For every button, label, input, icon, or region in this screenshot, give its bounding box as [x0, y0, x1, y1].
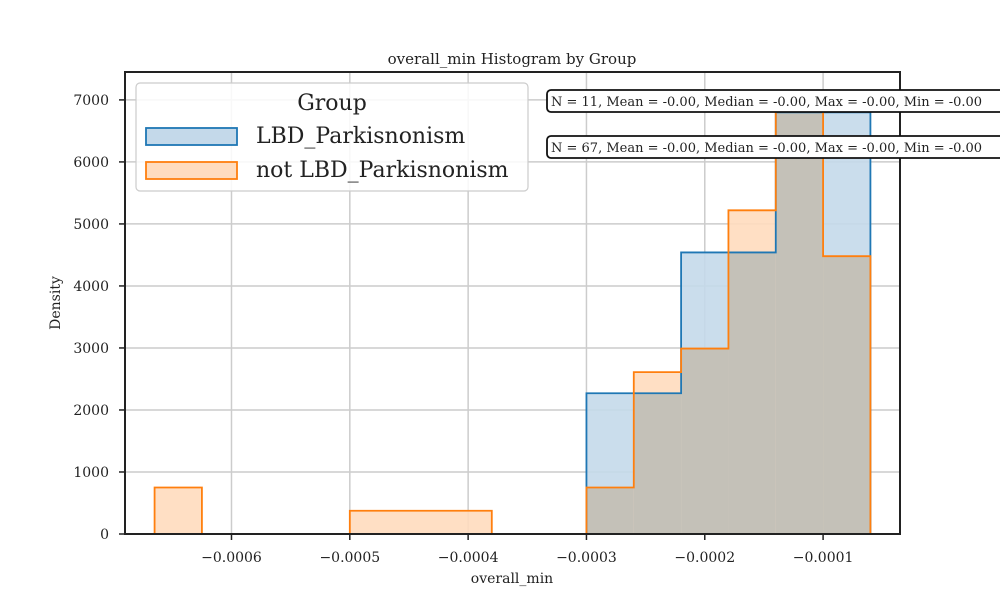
chart-title: overall_min Histogram by Group — [388, 50, 637, 68]
legend-label: not LBD_Parkisnonism — [256, 158, 509, 183]
legend-swatch — [145, 127, 238, 146]
annotation-text: N = 67, Mean = -0.00, Median = -0.00, Ma… — [551, 141, 982, 156]
y-tick-label: 1000 — [73, 465, 109, 481]
annotations: N = 11, Mean = -0.00, Median = -0.00, Ma… — [546, 89, 1000, 159]
overlap-bar — [823, 256, 871, 534]
overlap-region — [586, 112, 871, 535]
histogram-bar — [154, 487, 202, 534]
legend-title: Group — [297, 91, 367, 116]
y-tick-label: 6000 — [73, 155, 109, 171]
annotation-text: N = 11, Mean = -0.00, Median = -0.00, Ma… — [551, 95, 982, 110]
y-tick-label: 3000 — [73, 341, 109, 357]
axes — [124, 71, 901, 535]
histogram-bar — [349, 510, 492, 534]
x-tick-label: −0.0006 — [201, 550, 262, 566]
y-tick-label: 2000 — [73, 403, 109, 419]
overlap-bar — [775, 112, 824, 535]
x-tick-label: −0.0001 — [793, 550, 854, 566]
x-tick-label: −0.0002 — [674, 550, 735, 566]
y-axis-label: Density — [48, 276, 64, 330]
x-tick-label: −0.0005 — [319, 550, 380, 566]
overlap-bar — [633, 393, 682, 534]
x-tick-label: −0.0004 — [438, 550, 499, 566]
legend-label: LBD_Parkisnonism — [256, 124, 465, 149]
y-tick-label: 4000 — [73, 279, 109, 295]
plot-frame — [124, 71, 901, 535]
legend-swatch — [145, 161, 238, 180]
x-tick-label: −0.0003 — [556, 550, 617, 566]
overlap-bar — [586, 487, 634, 534]
overlap-bar — [681, 348, 729, 534]
y-tick-label: 7000 — [73, 93, 109, 109]
series-outline — [153, 105, 872, 534]
annotation-box — [546, 135, 1000, 159]
y-tick-label: 0 — [100, 527, 109, 543]
x-axis-label: overall_min — [471, 571, 553, 587]
histogram-bars — [153, 105, 872, 535]
y-tick-label: 5000 — [73, 217, 109, 233]
ticks: −0.0006 −0.0005 −0.0004 −0.0003 −0.0002 −0.00… — [73, 93, 853, 566]
annotation-box — [546, 89, 1000, 113]
overlap-bar — [728, 252, 776, 535]
